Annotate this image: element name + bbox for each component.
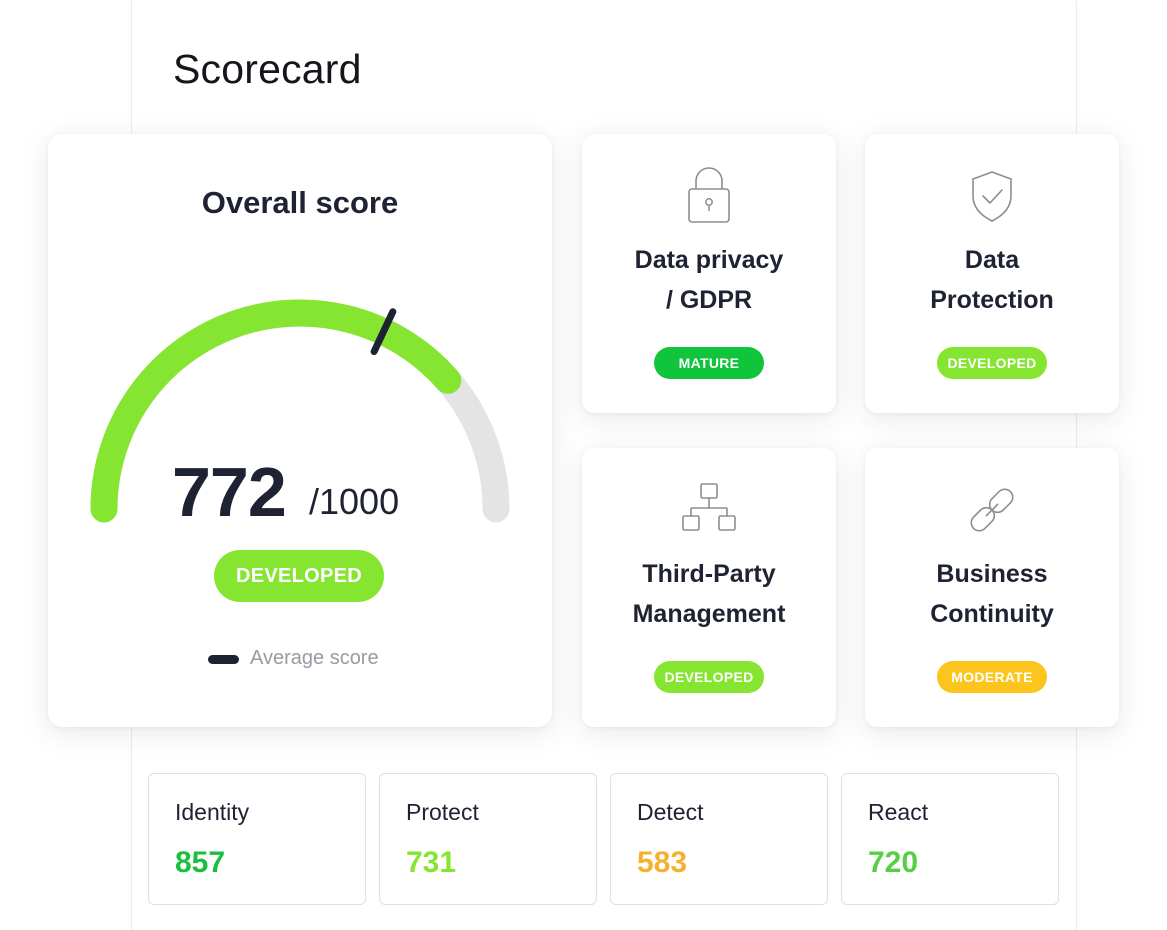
metric-label: React (868, 799, 929, 825)
metric-card-react[interactable]: React 720 (841, 773, 1059, 905)
category-title: Data privacy / GDPR (634, 246, 784, 314)
overall-score-title: Overall score (201, 185, 399, 220)
metric-card-identity[interactable]: Identity 857 (148, 773, 366, 905)
metric-value: 731 (406, 846, 457, 879)
category-card-third-party-management[interactable]: Third-Party Management DEVELOPED (582, 448, 836, 727)
metric-value: 583 (637, 846, 688, 879)
average-score-legend-label: Average score (250, 647, 379, 669)
overall-score-value: 772 (172, 453, 287, 531)
metric-value: 720 (868, 846, 919, 879)
category-title: Data Protection (930, 246, 1054, 314)
metric-label: Identity (175, 799, 250, 825)
metric-card-detect[interactable]: Detect 583 (610, 773, 828, 905)
category-title: Third-Party Management (632, 560, 786, 628)
link-icon (970, 488, 1014, 532)
status-badge: DEVELOPED (937, 347, 1047, 379)
status-badge: MODERATE (937, 661, 1047, 693)
overall-status-badge: DEVELOPED (214, 550, 384, 602)
overall-score-max: /1000 (309, 481, 400, 522)
metric-label: Protect (406, 799, 479, 825)
category-title: Business Continuity (930, 560, 1054, 628)
page-title: Scorecard (173, 46, 362, 92)
lock-icon (688, 167, 730, 223)
metric-value: 857 (175, 846, 226, 879)
hierarchy-icon (682, 483, 736, 531)
category-card-data-protection[interactable]: Data Protection DEVELOPED (865, 134, 1119, 413)
category-card-data-privacy[interactable]: Data privacy / GDPR MATURE (582, 134, 836, 413)
shield-check-icon (972, 171, 1012, 222)
metric-card-protect[interactable]: Protect 731 (379, 773, 597, 905)
status-badge: MATURE (654, 347, 764, 379)
status-badge: DEVELOPED (654, 661, 764, 693)
overall-score-card (48, 134, 552, 727)
category-card-business-continuity[interactable]: Business Continuity MODERATE (865, 448, 1119, 727)
metric-label: Detect (637, 799, 704, 825)
average-score-legend-swatch (208, 655, 239, 664)
